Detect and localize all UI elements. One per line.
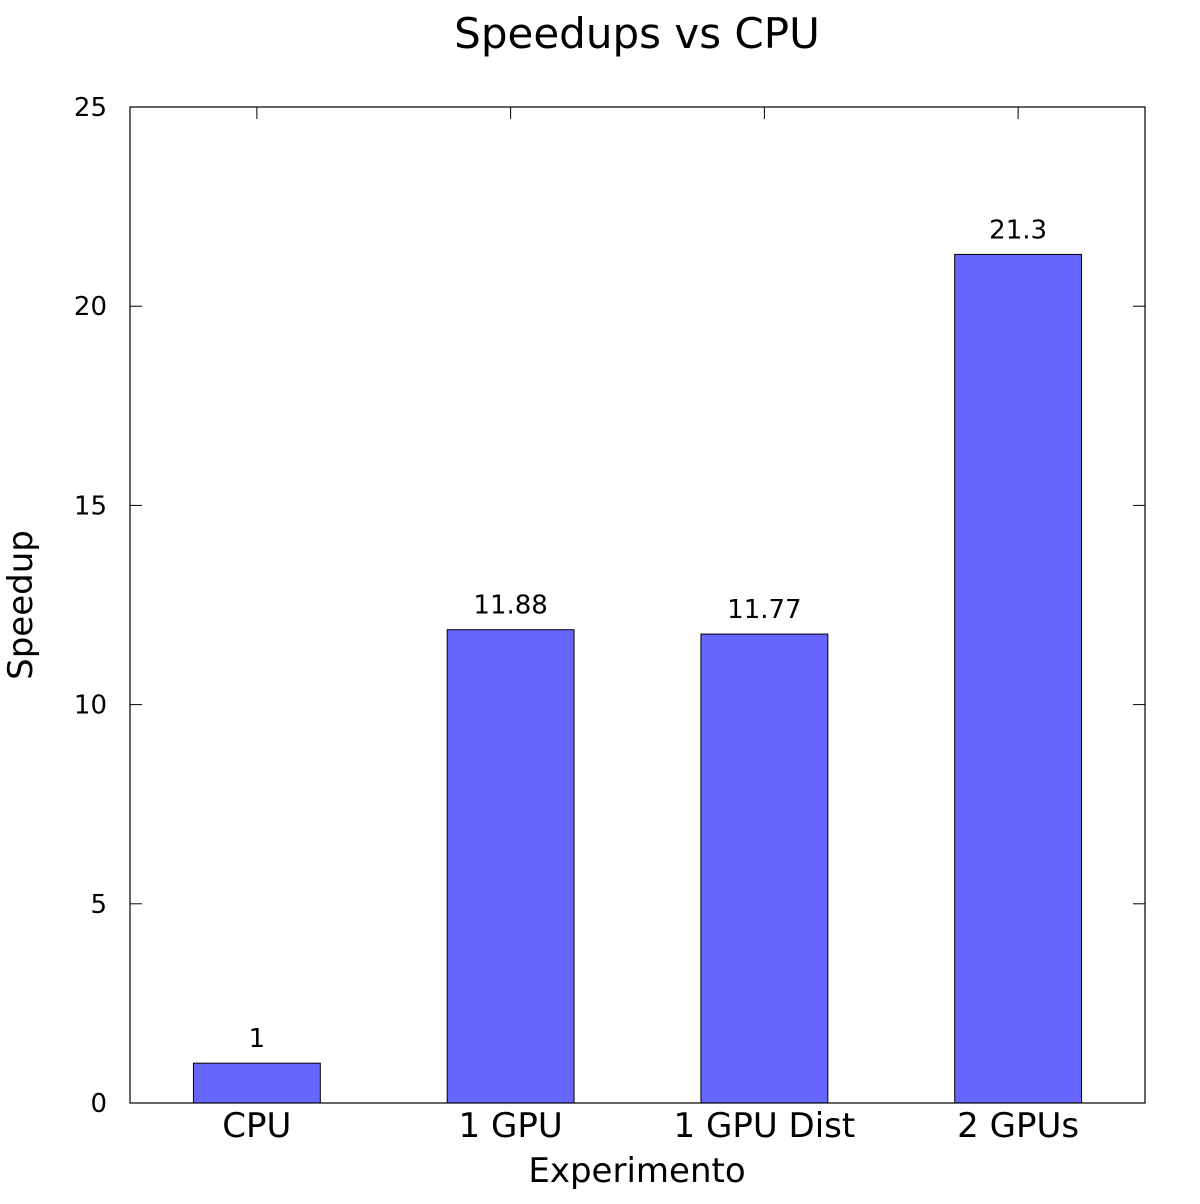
x-tick-label-2: 1 GPU Dist [674,1106,856,1146]
bar-2 [700,633,829,1104]
bars-layer: 1 11.88 11.77 21.3 [192,215,1083,1104]
data-label-3: 21.3 [989,215,1047,245]
data-label-1: 11.88 [473,591,547,621]
y-tick-label-2: 10 [74,691,107,721]
x-axis-label: Experimento [528,1151,745,1191]
x-tick-label-1: 1 GPU [459,1106,563,1146]
y-tick-label-1: 5 [90,890,107,920]
data-label-2: 11.77 [727,595,801,625]
bar-1 [446,629,575,1104]
plot-frame [129,106,1146,1104]
data-label-0: 1 [249,1024,266,1054]
bar-0 [192,1062,321,1104]
y-tick-label-4: 20 [74,292,107,322]
x-tick-label-0: CPU [222,1106,291,1146]
y-tick-label-0: 0 [90,1089,107,1119]
bar-3 [954,253,1083,1104]
y-tick-label-3: 15 [74,491,107,521]
y-axis-label: Speedup [1,530,41,680]
ticks-layer: CPU 1 GPU 1 GPU Dist 2 GPUs 0 5 10 15 20 25 [74,93,1145,1146]
x-tick-label-3: 2 GPUs [957,1106,1079,1146]
chart-title: Speedups vs CPU [454,9,820,58]
y-tick-label-5: 25 [74,93,107,123]
